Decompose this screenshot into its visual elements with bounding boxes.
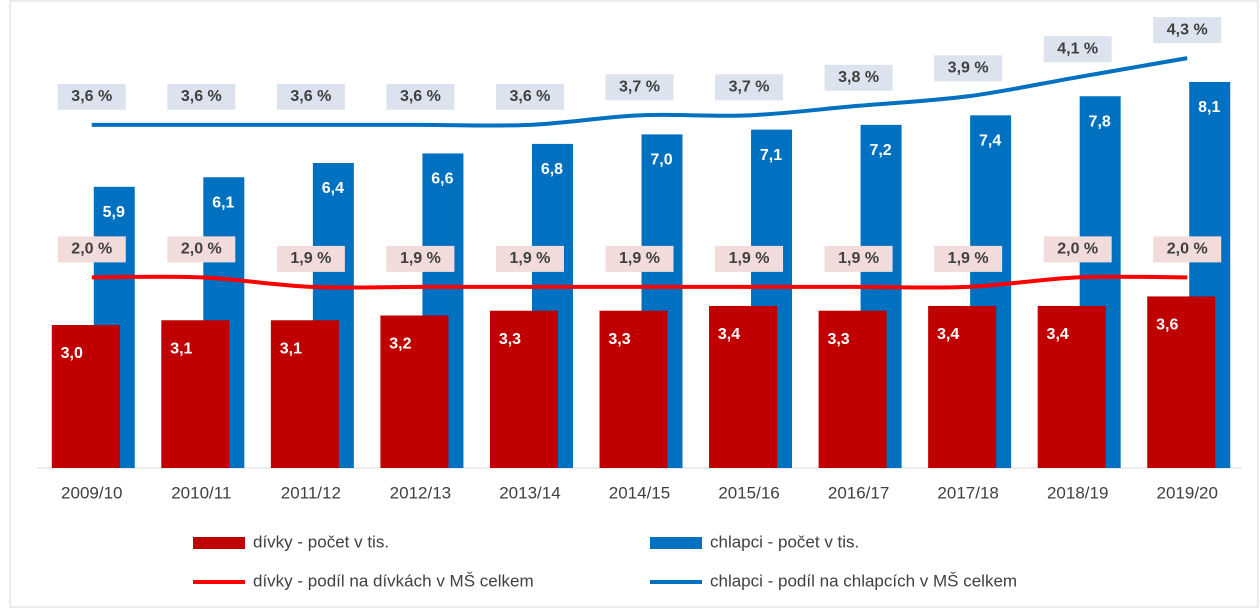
legend-swatch [193, 537, 245, 549]
line-label: 2,0 % [1057, 241, 1098, 258]
bar-label: 3,4 [1047, 326, 1069, 343]
bar-label: 3,6 [1156, 317, 1178, 334]
line-label: 1,9 % [400, 250, 441, 267]
bar [928, 305, 997, 468]
label-box [57, 236, 126, 263]
bar-label: 7,8 [1089, 113, 1111, 130]
label-box [934, 55, 1003, 82]
line-label: 2,0 % [71, 241, 112, 258]
x-tick-label: 2017/18 [937, 483, 998, 502]
bar-label: 6,8 [541, 161, 563, 178]
bar-label: 6,4 [322, 180, 344, 197]
bar [1147, 296, 1216, 468]
line-label: 3,6 % [290, 88, 331, 105]
line-label: 1,9 % [290, 250, 331, 267]
bar [599, 310, 668, 468]
line-label: 2,0 % [1167, 241, 1208, 258]
bar-label: 3,1 [280, 340, 302, 357]
legend-label: dívky - podíl na dívkách v MŠ celkem [253, 571, 534, 590]
bar-label: 7,1 [760, 147, 782, 164]
bar [270, 320, 339, 468]
label-box [276, 245, 345, 272]
label-box [715, 245, 784, 272]
x-tick-label: 2016/17 [828, 483, 889, 502]
bar [380, 315, 449, 468]
line-label: 3,7 % [619, 79, 660, 96]
line-label: 2,0 % [181, 241, 222, 258]
line-label: 3,6 % [181, 88, 222, 105]
x-tick-label: 2009/10 [61, 483, 122, 502]
bar-label: 3,3 [827, 331, 849, 348]
bar-label: 3,3 [608, 331, 630, 348]
line-label: 1,9 % [948, 250, 989, 267]
label-box [1043, 236, 1112, 263]
bar-label: 3,4 [937, 326, 959, 343]
line [91, 274, 1188, 290]
bar-label: 7,0 [650, 152, 672, 169]
label-box [715, 74, 784, 101]
label-box [605, 245, 674, 272]
bar-label: 6,6 [431, 171, 453, 188]
label-box [386, 245, 455, 272]
bar-label: 3,4 [718, 326, 740, 343]
bar-label: 3,2 [389, 336, 411, 353]
label-box [1153, 17, 1222, 44]
line-label: 3,6 % [509, 88, 550, 105]
bar-label: 3,0 [61, 345, 83, 362]
bar-label: 3,1 [170, 340, 192, 357]
legend-label: chlapci - podíl na chlapcích v MŠ celkem [710, 571, 1017, 590]
label-box [934, 245, 1003, 272]
bar [818, 310, 887, 468]
line-label: 3,9 % [948, 59, 989, 76]
line-label: 4,3 % [1167, 21, 1208, 38]
bar-label: 6,1 [212, 194, 234, 211]
x-tick-label: 2012/13 [390, 483, 451, 502]
line-label: 4,1 % [1057, 40, 1098, 57]
label-box [495, 83, 564, 110]
label-box [167, 83, 236, 110]
label-box [57, 83, 126, 110]
bar-label: 7,2 [869, 142, 891, 159]
label-box [824, 64, 893, 91]
label-box [1043, 36, 1112, 63]
label-box [1153, 236, 1222, 263]
label-box [386, 83, 455, 110]
label-box [276, 83, 345, 110]
bar [709, 305, 778, 468]
legend-swatch [650, 537, 702, 549]
bar-label: 7,4 [979, 133, 1001, 150]
x-tick-label: 2014/15 [609, 483, 670, 502]
line-label: 1,9 % [509, 250, 550, 267]
line-label: 3,7 % [729, 79, 770, 96]
line-label: 3,6 % [400, 88, 441, 105]
line-label: 1,9 % [619, 250, 660, 267]
line [91, 56, 1188, 128]
x-tick-label: 2019/20 [1157, 483, 1218, 502]
label-box [167, 236, 236, 263]
x-tick-label: 2013/14 [499, 483, 560, 502]
bar [51, 325, 120, 468]
line-label: 3,6 % [71, 88, 112, 105]
line-label: 1,9 % [838, 250, 879, 267]
label-box [495, 245, 564, 272]
bar-label: 8,1 [1198, 99, 1220, 116]
bar-label: 3,3 [499, 331, 521, 348]
label-box [605, 74, 674, 101]
x-tick-label: 2018/19 [1047, 483, 1108, 502]
bar [161, 320, 230, 468]
bar [1037, 305, 1106, 468]
legend-label: chlapci - počet v tis. [710, 532, 859, 551]
bar-label: 5,9 [103, 204, 125, 221]
x-tick-label: 2011/12 [281, 483, 341, 502]
x-tick-label: 2015/16 [718, 483, 779, 502]
line-label: 1,9 % [729, 250, 770, 267]
bar [489, 310, 558, 468]
legend-label: dívky - počet v tis. [253, 532, 389, 551]
x-tick-label: 2010/11 [171, 483, 231, 502]
label-box [824, 245, 893, 272]
line-label: 3,8 % [838, 69, 879, 86]
